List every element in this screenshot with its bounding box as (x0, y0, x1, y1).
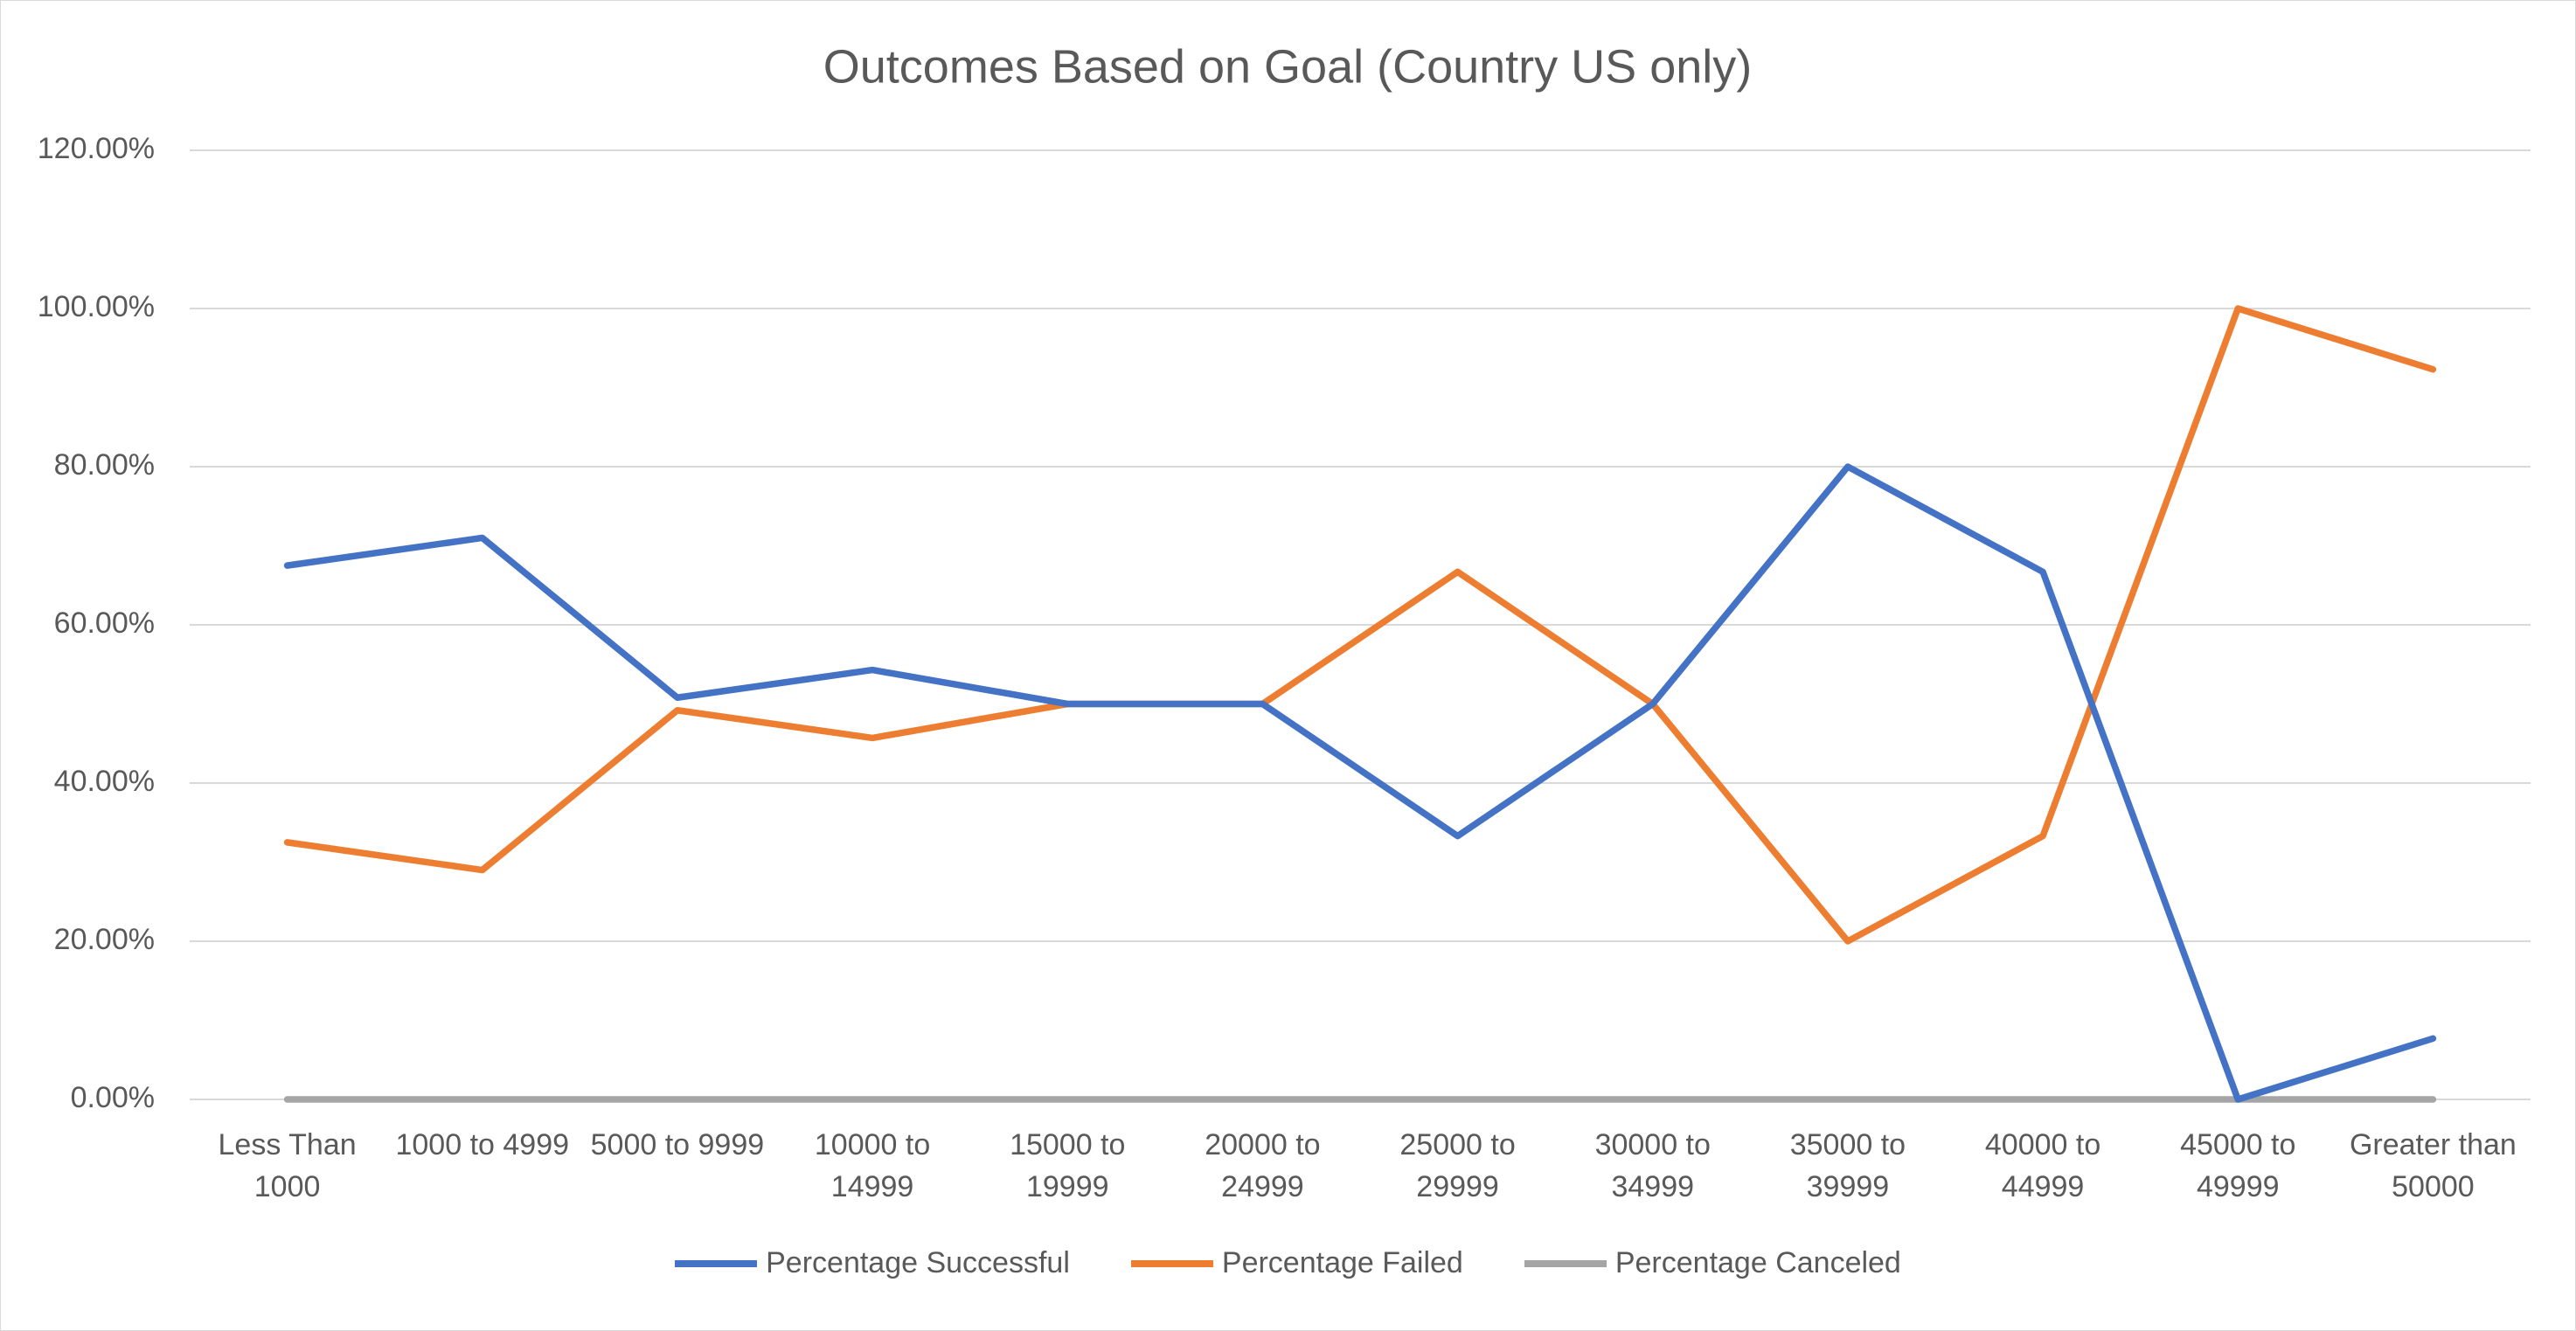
x-tick-label: 30000 to 34999 (1594, 1128, 1711, 1203)
x-tick-label: 25000 to 29999 (1399, 1128, 1516, 1203)
legend-item: Percentage Failed (1130, 1246, 1463, 1280)
chart-title: Outcomes Based on Goal (Country US only) (823, 40, 1752, 93)
legend: Percentage Successful Percentage Failed Pe… (1, 1246, 2575, 1280)
x-tick-label: 40000 to 44999 (1984, 1128, 2101, 1203)
data-line (283, 305, 2437, 945)
legend-item: Percentage Successful (675, 1246, 1070, 1280)
x-tick-label: 10000 to 14999 (814, 1128, 931, 1203)
y-tick-label: 80.00% (54, 448, 155, 482)
legend-swatch (675, 1259, 758, 1267)
data-line (283, 463, 2437, 1103)
x-tick-label: Less Than 1000 (218, 1128, 357, 1203)
legend-item: Percentage Canceled (1524, 1246, 1901, 1280)
y-tick-label: 60.00% (54, 607, 155, 640)
y-tick-label: 100.00% (38, 290, 155, 323)
y-tick-label: 120.00% (38, 132, 155, 165)
y-tick-label: 0.00% (71, 1081, 155, 1114)
y-tick-label: 20.00% (54, 923, 155, 956)
y-tick-label: 40.00% (54, 765, 155, 798)
x-tick-label: 35000 to 39999 (1789, 1128, 1906, 1203)
x-tick-label: Greater than 50000 (2349, 1128, 2517, 1203)
x-tick-label: 20000 to 24999 (1205, 1128, 1321, 1203)
legend-label: Percentage Successful (766, 1246, 1070, 1279)
legend-swatch (1130, 1259, 1213, 1267)
legend-label: Percentage Canceled (1614, 1246, 1901, 1279)
x-tick-label: 45000 to 49999 (2180, 1128, 2296, 1203)
legend-swatch (1524, 1259, 1607, 1267)
x-tick-label: 5000 to 9999 (590, 1128, 765, 1161)
x-tick-label: 15000 to 19999 (1010, 1128, 1126, 1203)
x-tick-label: 1000 to 4999 (395, 1128, 570, 1161)
legend-label: Percentage Failed (1221, 1246, 1463, 1279)
